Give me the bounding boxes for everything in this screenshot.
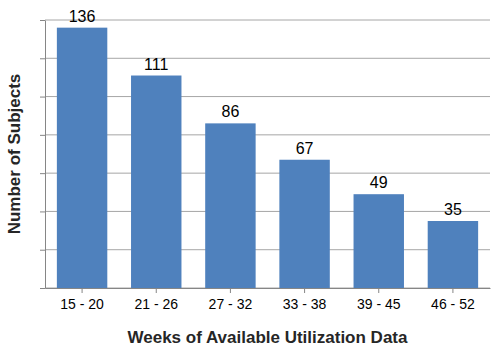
x-tick-mark (304, 288, 305, 293)
grid-line (45, 211, 490, 212)
x-tick-label: 21 - 26 (134, 296, 178, 312)
data-label: 86 (222, 103, 240, 120)
data-label: 35 (444, 201, 462, 218)
bar (279, 160, 329, 288)
y-tick (40, 20, 45, 21)
y-tick (40, 211, 45, 212)
y-tick (40, 97, 45, 98)
y-tick (40, 250, 45, 251)
x-tick-mark (452, 288, 453, 293)
y-tick (40, 288, 45, 289)
y-tick-mark (40, 135, 45, 136)
x-tick-mark (82, 288, 83, 293)
data-labels: 136 111 86 67 49 35 (69, 8, 462, 218)
bars (57, 28, 478, 288)
bar (205, 123, 255, 288)
x-axis-title: Weeks of Available Utilization Data (128, 328, 408, 347)
x-tick: 33 - 38 (283, 288, 327, 312)
bar (131, 76, 181, 288)
chart: 15 - 20 21 - 26 27 - 32 33 - 38 39 - 45 46 - … (0, 0, 500, 351)
x-axis: 15 - 20 21 - 26 27 - 32 33 - 38 39 - 45 46 - … (46, 288, 491, 312)
y-axis-line (45, 21, 46, 289)
x-tick-mark (378, 288, 379, 293)
grid-line (45, 20, 490, 21)
x-tick-label: 27 - 32 (209, 296, 253, 312)
y-tick-mark (40, 20, 45, 21)
x-tick-label: 46 - 52 (431, 296, 475, 312)
y-tick (40, 173, 45, 174)
x-tick-mark (230, 288, 231, 293)
bar (428, 221, 478, 288)
x-tick: 46 - 52 (431, 288, 475, 312)
y-tick-mark (40, 97, 45, 98)
x-tick: 39 - 45 (357, 288, 401, 312)
data-label: 67 (296, 140, 314, 157)
y-axis-title: Number of Subjects (5, 74, 24, 235)
data-label: 111 (144, 56, 168, 73)
grid-line (45, 288, 490, 289)
bar (354, 194, 404, 288)
x-tick: 21 - 26 (134, 288, 178, 312)
y-tick-mark (40, 173, 45, 174)
x-tick-label: 15 - 20 (60, 296, 104, 312)
y-tick (40, 58, 45, 59)
x-tick-label: 33 - 38 (283, 296, 327, 312)
y-tick (40, 135, 45, 136)
data-label: 136 (69, 8, 96, 25)
y-tick-mark (40, 58, 45, 59)
bar (57, 28, 107, 288)
grid-line (45, 134, 490, 135)
grid-line (45, 249, 490, 250)
y-tick-mark (40, 250, 45, 251)
x-tick: 15 - 20 (60, 288, 104, 312)
x-axis-line (46, 288, 491, 289)
x-tick: 27 - 32 (209, 288, 253, 312)
y-axis (40, 21, 46, 289)
grid-line (45, 96, 490, 97)
x-tick-mark (156, 288, 157, 293)
grid (45, 20, 490, 288)
y-tick-mark (40, 211, 45, 212)
x-tick-label: 39 - 45 (357, 296, 401, 312)
y-tick-mark (40, 288, 45, 289)
grid-line (45, 173, 490, 174)
data-label: 49 (370, 174, 388, 191)
grid-line (45, 58, 490, 59)
plot: 15 - 20 21 - 26 27 - 32 33 - 38 39 - 45 46 - … (40, 8, 491, 312)
